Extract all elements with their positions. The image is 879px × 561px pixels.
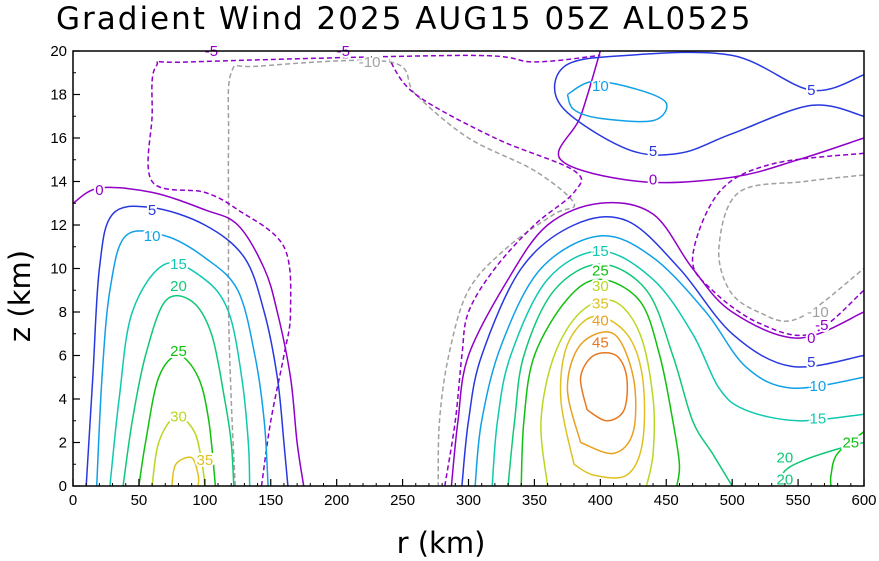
contour-label: 0 bbox=[95, 182, 103, 199]
y-tick-label: 20 bbox=[50, 43, 67, 60]
contour-label: 30 bbox=[592, 278, 609, 295]
contour-label: 0 bbox=[807, 330, 815, 347]
x-tick-label: 400 bbox=[588, 492, 613, 509]
contour-line-neg5 bbox=[388, 59, 583, 486]
y-tick-label: 12 bbox=[50, 217, 67, 234]
contour-line-10 bbox=[95, 230, 269, 486]
y-tick-label: 14 bbox=[50, 174, 67, 191]
contour-line-neg5 bbox=[147, 54, 601, 486]
x-tick-label: 300 bbox=[456, 492, 481, 509]
x-tick-label: 50 bbox=[131, 492, 148, 509]
contour-line-25 bbox=[138, 354, 217, 486]
y-tick-label: 6 bbox=[59, 348, 67, 365]
x-tick-label: 550 bbox=[786, 492, 811, 509]
contour-label: 15 bbox=[810, 411, 827, 428]
y-tick-label: 10 bbox=[50, 261, 67, 278]
contour-line-neg10 bbox=[227, 59, 576, 486]
contour-line-30 bbox=[540, 299, 656, 486]
x-tick-label: 250 bbox=[390, 492, 415, 509]
y-tick-label: 0 bbox=[59, 478, 67, 495]
contour-line-5 bbox=[85, 205, 289, 486]
contour-line-35 bbox=[559, 315, 646, 479]
contour-label: 5 bbox=[649, 143, 657, 160]
y-axis-label: z (km) bbox=[3, 250, 37, 342]
contour-label: 20 bbox=[170, 278, 187, 295]
x-tick-label: 450 bbox=[654, 492, 679, 509]
contour-label: 10 bbox=[592, 78, 609, 95]
contour-label: 15 bbox=[592, 243, 609, 260]
x-tick-label: 100 bbox=[192, 492, 217, 509]
contour-line-10 bbox=[474, 235, 864, 486]
contour-line-35 bbox=[171, 456, 200, 486]
contour-label: 20 bbox=[777, 471, 794, 488]
contour-line-40 bbox=[566, 331, 637, 455]
contour-line-20 bbox=[507, 263, 733, 486]
contour-label: -10 bbox=[359, 54, 381, 71]
contour-label: 15 bbox=[170, 256, 187, 273]
contour-line-15 bbox=[491, 250, 864, 486]
contour-line-0 bbox=[557, 51, 864, 184]
x-tick-label: 150 bbox=[258, 492, 283, 509]
contour-label: 10 bbox=[144, 228, 161, 245]
y-tick-label: 18 bbox=[50, 87, 67, 104]
contour-line-20 bbox=[122, 294, 235, 486]
contour-label: 5 bbox=[148, 202, 156, 219]
contour-line-0 bbox=[73, 186, 305, 486]
contour-label: 20 bbox=[777, 450, 794, 467]
contour-line-45 bbox=[579, 352, 629, 422]
contour-line-25 bbox=[520, 278, 681, 486]
contour-label: 5 bbox=[807, 354, 815, 371]
contour-line-neg5 bbox=[691, 152, 864, 337]
x-tick-label: 350 bbox=[522, 492, 547, 509]
y-tick-label: 2 bbox=[59, 435, 67, 452]
contour-line-10 bbox=[566, 80, 668, 123]
contour-label: 35 bbox=[592, 295, 609, 312]
contour-line-5 bbox=[461, 215, 864, 486]
contour-label: -10 bbox=[807, 304, 829, 321]
contour-label: 25 bbox=[842, 435, 859, 452]
x-axis-label: r (km) bbox=[397, 526, 486, 560]
x-tick-label: 200 bbox=[324, 492, 349, 509]
contour-label: 40 bbox=[592, 313, 609, 330]
contour-label: 10 bbox=[810, 378, 827, 395]
contour-label: 25 bbox=[592, 263, 609, 280]
y-axis: 0 2 4 6 8 10 12 14 16 18 20 bbox=[50, 43, 80, 495]
contour-line-20 bbox=[777, 441, 864, 486]
contour-label: 30 bbox=[170, 408, 187, 425]
contour-line-5 bbox=[553, 51, 864, 156]
x-tick-label: 0 bbox=[69, 492, 77, 509]
contour-label: 0 bbox=[649, 171, 657, 188]
contour-label: 25 bbox=[170, 343, 187, 360]
contour-line-0 bbox=[450, 201, 864, 486]
contour-lines bbox=[73, 51, 864, 486]
y-tick-label: 16 bbox=[50, 130, 67, 147]
chart-title: Gradient Wind 2025 AUG15 05Z AL0525 bbox=[56, 1, 752, 37]
contour-line-neg10 bbox=[717, 174, 864, 322]
contour-line-30 bbox=[151, 415, 206, 486]
contour-label: 45 bbox=[592, 334, 609, 351]
contour-label: 5 bbox=[807, 82, 815, 99]
x-tick-label: 500 bbox=[720, 492, 745, 509]
x-tick-label: 600 bbox=[851, 492, 876, 509]
y-tick-label: 8 bbox=[59, 304, 67, 321]
contour-line-15 bbox=[109, 262, 251, 486]
y-tick-label: 4 bbox=[59, 391, 67, 408]
contour-label: -5 bbox=[815, 317, 828, 334]
contour-label: 35 bbox=[196, 452, 213, 469]
contour-line-25 bbox=[829, 431, 864, 486]
x-axis: 0 50 100 150 200 250 300 350 400 450 500 550 600 bbox=[69, 479, 877, 509]
